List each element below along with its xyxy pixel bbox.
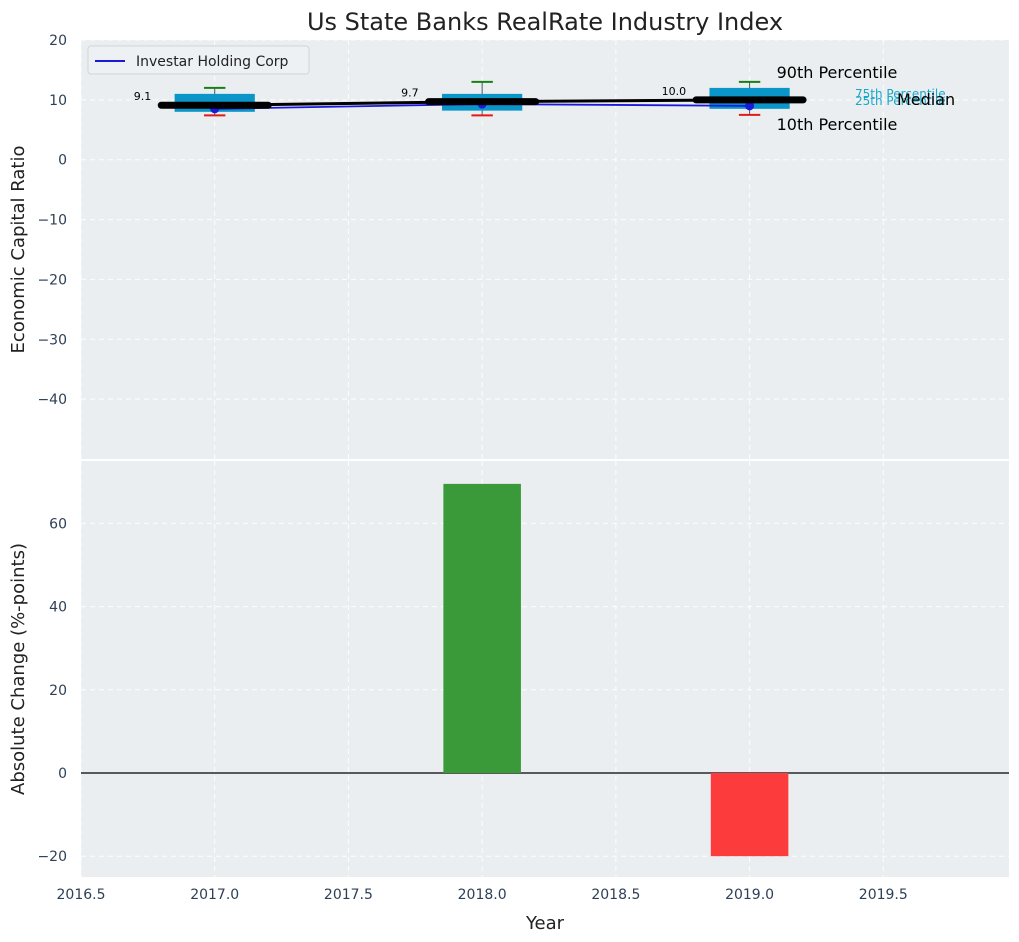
bottom-y-tick-label: 40 bbox=[49, 600, 67, 616]
annotation-10th-percentile: 10th Percentile bbox=[777, 115, 898, 134]
text-layer: 2016.5 2017.0 2017.5 2018.0 2018.5 2019.0 2019… bbox=[37, 33, 907, 903]
bottom-y-tick-label: 20 bbox=[49, 683, 67, 699]
x-tick-label: 2018.0 bbox=[458, 887, 507, 903]
bottom-y-tick-label: 60 bbox=[49, 516, 67, 532]
top-y-tick-label: 10 bbox=[49, 93, 67, 109]
x-tick-label: 2017.5 bbox=[324, 887, 373, 903]
x-tick-label: 2017.0 bbox=[190, 887, 239, 903]
bottom-y-tick-label: −20 bbox=[37, 849, 67, 865]
x-tick-label: 2019.5 bbox=[859, 887, 908, 903]
median-value-label: 9.7 bbox=[401, 87, 419, 100]
top-y-tick-label: −10 bbox=[37, 213, 67, 229]
x-tick-label: 2018.5 bbox=[591, 887, 640, 903]
bottom-y-axis-label: Absolute Change (%-points) bbox=[8, 543, 29, 795]
median-value-label: 9.1 bbox=[134, 90, 152, 103]
chart-title: Us State Banks RealRate Industry Index bbox=[307, 8, 783, 36]
top-y-tick-label: −40 bbox=[37, 392, 67, 408]
x-axis-label: Year bbox=[525, 913, 565, 934]
legend-entry-investar: Investar Holding Corp bbox=[136, 54, 289, 70]
x-tick-label: 2016.5 bbox=[57, 887, 106, 903]
bar-positive bbox=[443, 483, 521, 773]
legend: Investar Holding Corp bbox=[87, 45, 310, 75]
annotation-75th-percentile: 75th Percentile bbox=[855, 87, 946, 101]
marks-layer bbox=[81, 80, 1009, 857]
annotation-25th-percentile: 25th Percentile bbox=[855, 94, 946, 108]
top-y-tick-label: −20 bbox=[37, 272, 67, 288]
bar-negative bbox=[710, 773, 789, 857]
annotation-median: Median bbox=[897, 90, 955, 109]
top-y-tick-label: 20 bbox=[49, 33, 67, 49]
annotation-90th-percentile: 90th Percentile bbox=[777, 63, 898, 82]
top-y-tick-label: 0 bbox=[58, 153, 67, 169]
top-y-tick-label: −30 bbox=[37, 332, 67, 348]
bottom-y-tick-label: 0 bbox=[58, 766, 67, 782]
company-point bbox=[745, 101, 755, 111]
median-value-label: 10.0 bbox=[662, 85, 687, 98]
x-tick-label: 2019.0 bbox=[725, 887, 774, 903]
legend-box bbox=[87, 45, 310, 75]
bottom-panel-background bbox=[81, 461, 1009, 877]
top-y-axis-label: Economic Capital Ratio bbox=[8, 146, 29, 354]
